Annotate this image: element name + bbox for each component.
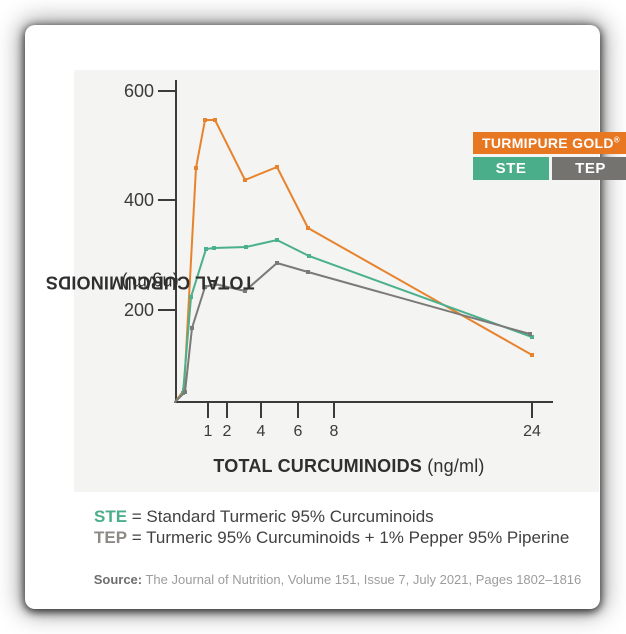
x-tick-label: 1 (204, 423, 213, 440)
y-tick-label: 600 (124, 81, 154, 101)
y-tick-label: 400 (124, 190, 154, 210)
x-axis-title-text: TOTAL CURCUMINOIDS (213, 456, 422, 476)
footnote-ste-text: = Standard Turmeric 95% Curcuminoids (127, 507, 434, 526)
x-tick-label: 8 (330, 423, 339, 440)
source-text: The Journal of Nutrition, Volume 151, Is… (142, 572, 582, 587)
legend-tep: TEP (552, 157, 626, 180)
legend-row: STE TEP (473, 157, 626, 180)
series-line (174, 238, 533, 403)
source-label: Source: (93, 572, 143, 587)
legend-turmipure-gold-label: TURMIPURE GOLD (482, 135, 614, 151)
footnote-tep-text: = Turmeric 95% Curcuminoids + 1% Pepper … (127, 528, 570, 547)
x-axis-title-unit: (ng/ml) (422, 456, 485, 476)
chart-panel: 600 400 200 1 2 4 6 8 24 TOTAL CURCUMINOIDS (ng/… (46, 70, 626, 492)
x-axis-title: TOTAL CURCUMINOIDS (ng/ml) (79, 456, 619, 477)
source-line: Source: The Journal of Nutrition, Volume… (50, 572, 625, 587)
legend: TURMIPURE GOLD® STE TEP (473, 132, 626, 180)
x-tick-label: 6 (294, 423, 303, 440)
footnote-tep: TEP = Turmeric 95% Curcuminoids + 1% Pep… (94, 527, 569, 548)
y-axis-title-unit: (ng/ml) (121, 272, 179, 293)
y-tick-label: 200 (124, 300, 154, 320)
x-tick-label: 24 (523, 423, 541, 440)
infographic-card: 600 400 200 1 2 4 6 8 24 TOTAL CURCUMINOIDS (ng/… (25, 25, 626, 609)
x-tick-label: 2 (223, 423, 232, 440)
footnote-ste: STE = Standard Turmeric 95% Curcuminoids (94, 506, 569, 527)
footnotes: STE = Standard Turmeric 95% Curcuminoids… (94, 506, 569, 548)
footnote-tep-key: TEP (94, 528, 128, 547)
legend-turmipure-gold: TURMIPURE GOLD® (473, 132, 626, 154)
legend-ste: STE (473, 157, 549, 180)
footnote-ste-key: STE (94, 507, 128, 526)
registered-mark: ® (613, 135, 620, 145)
x-tick-label: 4 (257, 423, 266, 440)
